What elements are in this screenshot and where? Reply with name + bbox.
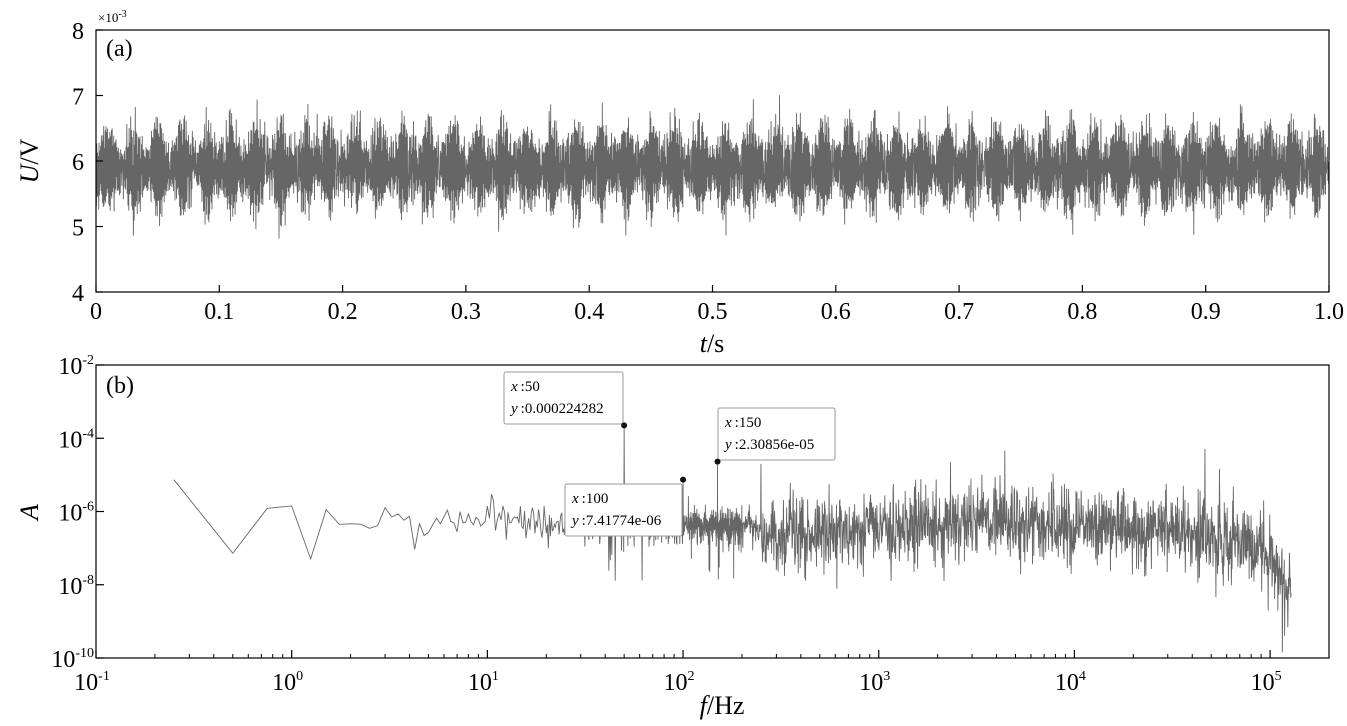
- panel-b-y-axis-label: A: [15, 504, 44, 522]
- x-tick-label: 0.4: [574, 299, 604, 325]
- x-tick-label: 105: [1251, 669, 1282, 696]
- panel-a-y-ticks: 4 5 6 7 8: [72, 19, 103, 307]
- datatip-y-text: y:2.30856e-05: [723, 437, 814, 453]
- y-tick-label: 8: [72, 19, 84, 45]
- y-tick-label: 10-2: [58, 353, 94, 380]
- panel-b-label: (b): [106, 373, 134, 399]
- panel-a-y-multiplier: ×10-3: [98, 9, 127, 25]
- signal-line: [95, 95, 1330, 239]
- datatip-box: [503, 371, 624, 425]
- x-tick-label: 1.0: [1314, 299, 1344, 325]
- panel-a-y-axis-label: U/V: [15, 138, 44, 183]
- panel-b-peak-markers: [621, 422, 721, 483]
- x-tick-label: 102: [664, 669, 695, 696]
- panel-b-x-axis-label: f/Hz: [700, 691, 745, 720]
- x-tick-label: 0.1: [204, 299, 234, 325]
- x-tick-label: 100: [272, 669, 303, 696]
- y-tick-label: 10-10: [51, 646, 94, 673]
- y-tick-label: 10-4: [58, 426, 94, 453]
- peak-marker: [680, 476, 687, 483]
- panel-b-x-ticks: 10-1 100 101 102 103 104 105: [74, 650, 1330, 696]
- x-tick-label: 0.7: [944, 299, 974, 325]
- peak-marker: [621, 422, 628, 429]
- panel-b: 10-1 100 101 102 103 104 105 10-10 10-8 10-6 10-4…: [15, 353, 1330, 720]
- x-tick-label: 0.9: [1191, 299, 1221, 325]
- datatip-y-text: y:0.000224282: [509, 401, 604, 417]
- panel-a-signal: [95, 95, 1330, 239]
- panel-a-label: (a): [106, 36, 133, 62]
- panel-b-spectrum: [173, 425, 1292, 653]
- y-tick-label: 10-8: [58, 573, 94, 600]
- y-tick-label: 6: [72, 150, 84, 176]
- x-tick-label: 101: [468, 669, 499, 696]
- x-tick-label: 0.8: [1067, 299, 1097, 325]
- y-tick-label: 5: [72, 216, 84, 242]
- panel-b-frame: [95, 364, 1330, 659]
- panel-a-x-axis-label: t/s: [700, 329, 725, 358]
- spectrum-line: [173, 425, 1292, 653]
- datatip-peak-100: x:100 y:7.41774e-06: [564, 483, 683, 537]
- datatip-box: [717, 407, 836, 461]
- datatip-x-text: x:150: [724, 415, 761, 431]
- x-tick-label: 103: [859, 669, 890, 696]
- datatip-x-text: x:100: [571, 491, 608, 507]
- panel-a: 0 0.1 0.2 0.3 0.4 0.5 0.6 0.7 0.8 0.9 1.0 4 5 6 7 8 (a…: [15, 9, 1344, 358]
- panel-a-x-ticks: 0 0.1 0.2 0.3 0.4 0.5 0.6 0.7 0.8 0.9 1.0: [90, 285, 1344, 325]
- panel-b-y-ticks: 10-10 10-8 10-6 10-4 10-2: [51, 353, 104, 673]
- datatip-box: [564, 483, 683, 537]
- x-tick-label: 0.5: [698, 299, 728, 325]
- y-tick-label: 7: [72, 85, 84, 111]
- x-tick-label: 0.2: [328, 299, 358, 325]
- x-tick-label: 0: [90, 299, 102, 325]
- y-tick-label: 4: [72, 281, 84, 307]
- datatip-peak-150: x:150 y:2.30856e-05: [717, 407, 836, 461]
- datatip-x-text: x:50: [510, 379, 540, 395]
- datatip-y-text: y:7.41774e-06: [570, 513, 662, 529]
- peak-marker: [714, 458, 721, 465]
- datatip-peak-50: x:50 y:0.000224282: [503, 371, 624, 425]
- x-tick-label: 0.3: [451, 299, 481, 325]
- y-tick-label: 10-6: [58, 500, 94, 527]
- x-tick-label: 104: [1055, 669, 1086, 696]
- x-tick-label: 0.6: [821, 299, 851, 325]
- x-tick-label: 10-1: [74, 669, 110, 696]
